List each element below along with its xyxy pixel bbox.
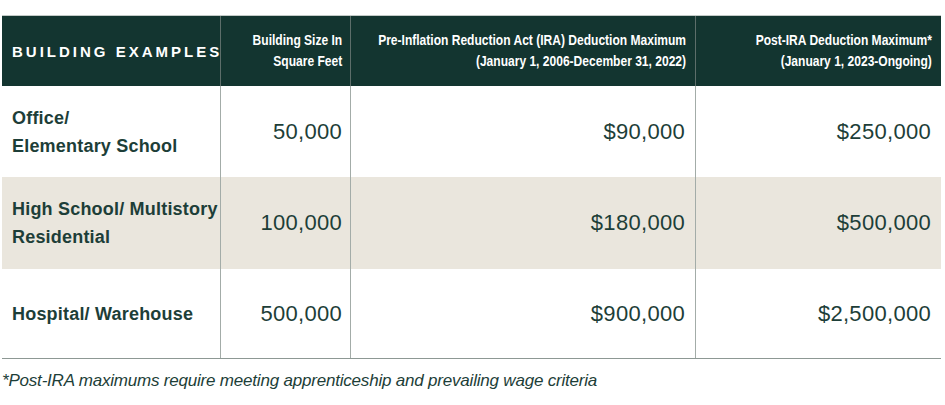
table-header-row: BUILDING EXAMPLES Building Size In Squar… xyxy=(2,15,941,86)
label-line: Elementary School xyxy=(12,132,177,160)
header-building-examples-label: BUILDING EXAMPLES xyxy=(12,43,222,60)
building-size-value: 50,000 xyxy=(220,86,350,177)
deduction-comparison-table: BUILDING EXAMPLES Building Size In Squar… xyxy=(2,15,941,359)
pre-ira-deduction-value: $900,000 xyxy=(350,269,695,358)
building-example-label: Hospital/ Warehouse xyxy=(2,269,220,358)
pre-ira-deduction-value: $90,000 xyxy=(350,86,695,177)
header-post-ira-maximum: Post-IRA Deduction Maximum* (January 1, … xyxy=(695,16,941,86)
header-line: Building Size In xyxy=(252,30,342,51)
header-post-ira-maximum-label: Post-IRA Deduction Maximum* (January 1, … xyxy=(756,30,932,72)
table-row-highschool-residential: High School/ Multistory Residential 100,… xyxy=(2,177,941,269)
header-line: Square Feet xyxy=(252,51,342,72)
building-example-label: High School/ Multistory Residential xyxy=(2,177,220,269)
building-size-value: 100,000 xyxy=(220,177,350,269)
label-line: Hospital/ Warehouse xyxy=(12,300,193,328)
label-line: Residential xyxy=(12,223,110,251)
label-line: Office/ xyxy=(12,104,69,132)
table-body: Office/ Elementary School 50,000 $90,000… xyxy=(2,86,941,359)
post-ira-deduction-value: $2,500,000 xyxy=(695,269,941,358)
post-ira-deduction-value: $500,000 xyxy=(695,177,941,269)
footnote: *Post-IRA maximums require meeting appre… xyxy=(2,371,945,391)
header-building-size-label: Building Size In Square Feet xyxy=(252,30,342,72)
header-pre-ira-maximum: Pre-Inflation Reduction Act (IRA) Deduct… xyxy=(350,16,695,86)
table-row-office-elementary: Office/ Elementary School 50,000 $90,000… xyxy=(2,86,941,177)
page: BUILDING EXAMPLES Building Size In Squar… xyxy=(0,15,945,405)
header-line: (January 1, 2023-Ongoing) xyxy=(756,51,932,72)
building-size-value: 500,000 xyxy=(220,269,350,358)
pre-ira-deduction-value: $180,000 xyxy=(350,177,695,269)
header-building-examples: BUILDING EXAMPLES xyxy=(2,16,220,86)
header-line: Pre-Inflation Reduction Act (IRA) Deduct… xyxy=(378,30,686,51)
header-pre-ira-maximum-label: Pre-Inflation Reduction Act (IRA) Deduct… xyxy=(378,30,686,72)
header-building-size: Building Size In Square Feet xyxy=(220,16,350,86)
post-ira-deduction-value: $250,000 xyxy=(695,86,941,177)
header-line: (January 1, 2006-December 31, 2022) xyxy=(378,51,686,72)
building-example-label: Office/ Elementary School xyxy=(2,86,220,177)
header-line: Post-IRA Deduction Maximum* xyxy=(756,30,932,51)
label-line: High School/ Multistory xyxy=(12,195,218,223)
table-row-hospital-warehouse: Hospital/ Warehouse 500,000 $900,000 $2,… xyxy=(2,269,941,358)
